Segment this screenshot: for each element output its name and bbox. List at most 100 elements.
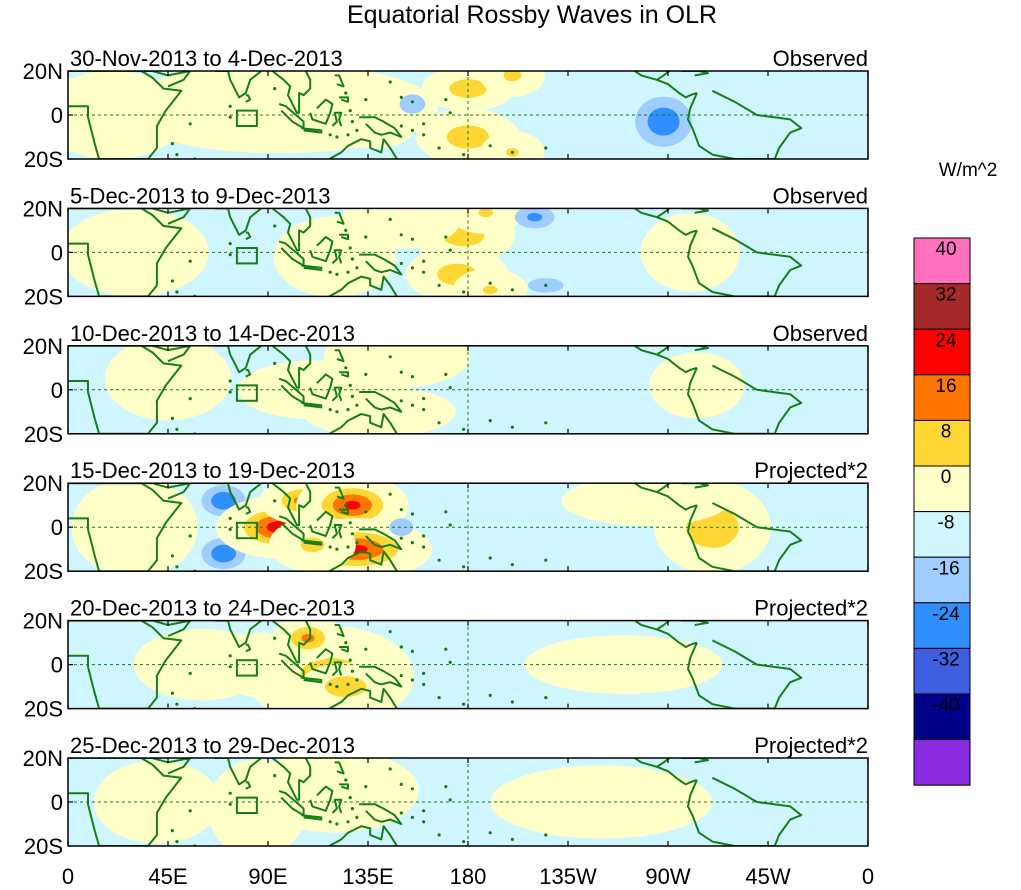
y-tick-label: 20S bbox=[24, 147, 63, 172]
coast-camerica bbox=[656, 353, 698, 374]
island bbox=[350, 257, 354, 261]
coastlines bbox=[68, 345, 803, 434]
island bbox=[399, 124, 403, 128]
y-tick-label: 0 bbox=[51, 790, 63, 815]
coast-arabia bbox=[143, 758, 192, 775]
coast-australia bbox=[319, 687, 398, 709]
coast-borneo bbox=[309, 236, 334, 263]
y-tick-label: 20N bbox=[23, 59, 63, 84]
colorbar-swatch bbox=[913, 328, 971, 376]
coast-luzon bbox=[334, 349, 345, 363]
coast-sulawesi bbox=[331, 524, 343, 539]
colorbar-swatch bbox=[913, 511, 971, 558]
panel-1: 20N 0 20S 30-Nov-2013 to 4-Dec-2013 Observed bbox=[23, 46, 869, 172]
island bbox=[422, 259, 426, 263]
coast-samerica bbox=[687, 502, 803, 572]
island bbox=[348, 383, 352, 387]
colorbar-swatch bbox=[913, 739, 971, 786]
coast-seasia bbox=[271, 71, 312, 114]
colorbar-tick-label: -40 bbox=[932, 695, 959, 716]
island bbox=[170, 142, 174, 146]
island bbox=[388, 630, 392, 634]
anomaly-field bbox=[104, 345, 745, 434]
coast-arabia bbox=[143, 345, 192, 363]
coast-srilanka bbox=[245, 643, 252, 653]
contour-band bbox=[344, 500, 361, 510]
island bbox=[350, 120, 354, 124]
island bbox=[388, 767, 392, 771]
contour-band bbox=[324, 676, 367, 697]
island bbox=[462, 565, 466, 569]
island bbox=[444, 235, 448, 239]
island bbox=[422, 397, 426, 401]
coastlines bbox=[68, 208, 803, 297]
island bbox=[350, 807, 354, 811]
island bbox=[399, 399, 403, 403]
island bbox=[170, 279, 174, 283]
island bbox=[170, 416, 174, 420]
anomaly-blob bbox=[389, 518, 414, 536]
coast-australia bbox=[319, 413, 398, 434]
x-tick-label: 180 bbox=[450, 864, 487, 889]
island bbox=[346, 408, 350, 412]
island bbox=[410, 678, 414, 682]
island bbox=[335, 135, 339, 139]
island bbox=[422, 545, 426, 549]
reference-box bbox=[235, 247, 258, 265]
panel-date-range: 10-Dec-2013 to 14-Dec-2013 bbox=[70, 321, 355, 346]
island bbox=[488, 693, 492, 698]
x-axis: 0 45E 90E 135E 180 135W 90W 45W 0 bbox=[62, 864, 874, 889]
panel-3: 20N 0 20S 10-Dec-2013 to 14-Dec-2013 Observe… bbox=[23, 321, 869, 447]
island bbox=[346, 682, 350, 687]
anomaly-field bbox=[68, 208, 740, 297]
colorbar-tick-label: -8 bbox=[938, 513, 955, 534]
colorbar-swatch bbox=[913, 693, 971, 741]
island bbox=[462, 153, 466, 157]
island bbox=[344, 778, 348, 782]
island bbox=[488, 144, 492, 148]
coast-mindanao bbox=[339, 783, 349, 790]
island bbox=[344, 503, 348, 507]
island bbox=[355, 128, 359, 132]
colorbar-swatch bbox=[913, 465, 971, 513]
island bbox=[399, 508, 403, 512]
coast-newguinea bbox=[359, 391, 403, 413]
contour-band bbox=[482, 285, 498, 295]
contour-band bbox=[211, 544, 236, 563]
x-tick-label: 45E bbox=[148, 864, 187, 889]
colorbar-tick-label: 16 bbox=[935, 376, 956, 397]
island bbox=[350, 532, 354, 536]
island bbox=[410, 541, 414, 545]
colorbar-tick-label: 24 bbox=[935, 330, 957, 351]
island bbox=[335, 272, 339, 276]
colorbar-swatch bbox=[913, 602, 971, 649]
island bbox=[510, 700, 514, 704]
island bbox=[488, 556, 492, 560]
coast-india bbox=[214, 483, 262, 511]
island bbox=[510, 837, 514, 842]
coast-camerica bbox=[656, 491, 698, 511]
x-tick-label: 0 bbox=[862, 864, 874, 889]
island bbox=[444, 372, 448, 376]
island bbox=[448, 248, 452, 252]
panel-date-range: 15-Dec-2013 to 19-Dec-2013 bbox=[70, 458, 355, 483]
coast-africa bbox=[68, 345, 183, 434]
island bbox=[228, 802, 232, 806]
island bbox=[273, 499, 277, 503]
island bbox=[444, 510, 448, 514]
island bbox=[444, 785, 448, 789]
island bbox=[410, 100, 414, 104]
island bbox=[544, 146, 548, 150]
coast-sulawesi bbox=[331, 661, 343, 677]
coastlines bbox=[68, 620, 803, 709]
coast-seasia bbox=[271, 620, 312, 664]
colorbar-swatch bbox=[913, 237, 971, 285]
coast-srilanka bbox=[245, 369, 252, 378]
island bbox=[170, 691, 174, 695]
coast-camerica bbox=[656, 628, 698, 648]
island bbox=[228, 242, 232, 246]
panel-date-range: 25-Dec-2013 to 29-Dec-2013 bbox=[70, 733, 355, 758]
reference-box bbox=[235, 384, 258, 402]
x-tick-label: 135E bbox=[342, 864, 393, 889]
panel-2: 20N 0 20S 5-Dec-2013 to 9-Dec-2013 Observed bbox=[23, 183, 869, 309]
